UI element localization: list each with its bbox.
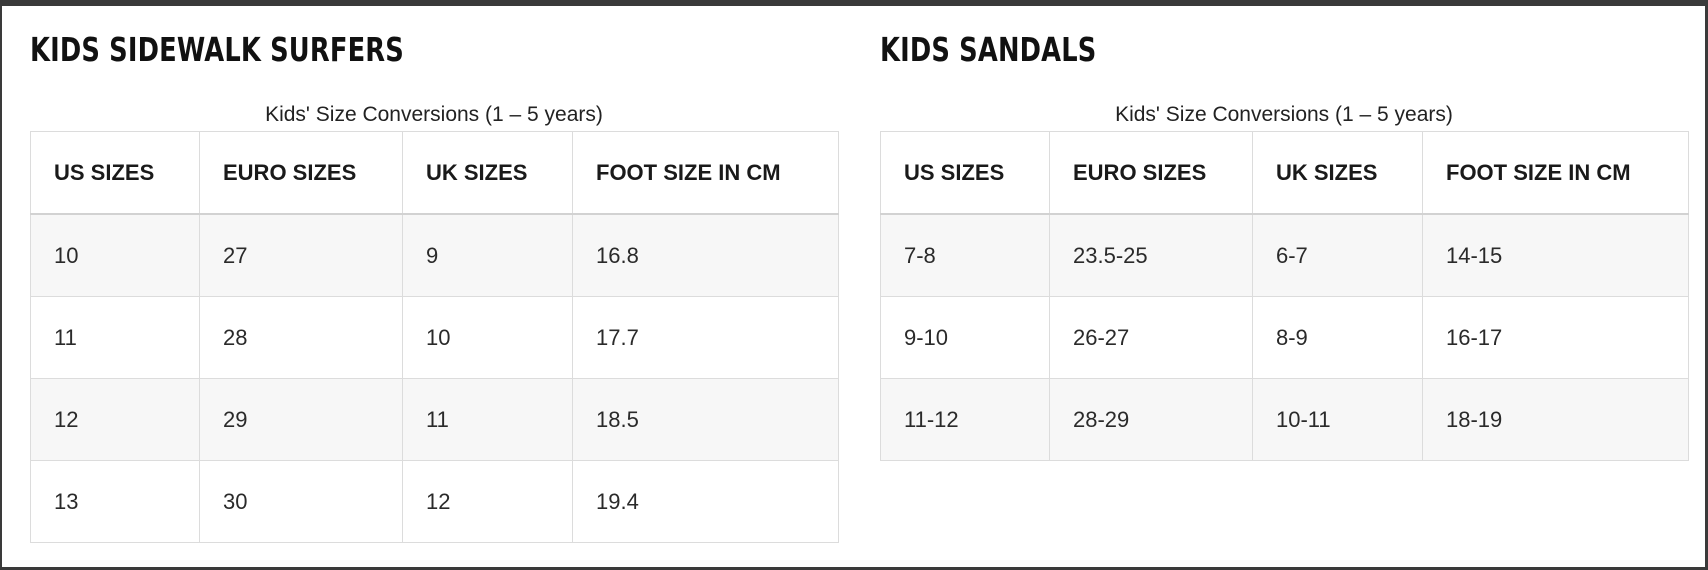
cell-us: 10	[30, 213, 200, 297]
table-row: 9-10 26-27 8-9 16-17	[880, 296, 1689, 379]
table-caption: Kids' Size Conversions (1 – 5 years)	[1115, 103, 1453, 126]
cell-uk: 9	[402, 213, 573, 297]
cell-foot-cm: 18.5	[572, 378, 839, 461]
table-row: 11-12 28-29 10-11 18-19	[880, 378, 1689, 461]
cell-foot-cm: 16-17	[1422, 296, 1689, 379]
cell-us: 11	[30, 296, 200, 379]
cell-foot-cm: 16.8	[572, 213, 839, 297]
cell-foot-cm: 19.4	[572, 460, 839, 543]
cell-foot-cm: 14-15	[1422, 213, 1689, 297]
cell-uk: 10-11	[1252, 378, 1423, 461]
table-row: 10 27 9 16.8	[30, 213, 839, 297]
column-header-foot-cm: FOOT SIZE IN CM	[572, 131, 839, 215]
cell-foot-cm: 18-19	[1422, 378, 1689, 461]
cell-us: 7-8	[880, 213, 1050, 297]
column-header-us: US SIZES	[30, 131, 200, 215]
cell-uk: 10	[402, 296, 573, 379]
cell-us: 13	[30, 460, 200, 543]
column-header-us: US SIZES	[880, 131, 1050, 215]
cell-euro: 28-29	[1049, 378, 1253, 461]
cell-us: 9-10	[880, 296, 1050, 379]
table-caption: Kids' Size Conversions (1 – 5 years)	[265, 103, 603, 126]
column-header-uk: UK SIZES	[1252, 131, 1423, 215]
table-row: 12 29 11 18.5	[30, 378, 839, 461]
column-header-uk: UK SIZES	[402, 131, 573, 215]
column-header-foot-cm: FOOT SIZE IN CM	[1422, 131, 1689, 215]
cell-uk: 8-9	[1252, 296, 1423, 379]
page-frame: KIDS SIDEWALK SURFERS Kids' Size Convers…	[2, 6, 1705, 567]
column-header-euro: EURO SIZES	[199, 131, 403, 215]
size-conversion-table: US SIZES EURO SIZES UK SIZES FOOT SIZE I…	[880, 131, 1689, 461]
cell-euro: 23.5-25	[1049, 213, 1253, 297]
column-header-euro: EURO SIZES	[1049, 131, 1253, 215]
cell-us: 11-12	[880, 378, 1050, 461]
size-conversion-table: US SIZES EURO SIZES UK SIZES FOOT SIZE I…	[30, 131, 839, 543]
cell-euro: 30	[199, 460, 403, 543]
cell-us: 12	[30, 378, 200, 461]
cell-euro: 29	[199, 378, 403, 461]
table-row: 7-8 23.5-25 6-7 14-15	[880, 213, 1689, 297]
cell-uk: 12	[402, 460, 573, 543]
cell-euro: 26-27	[1049, 296, 1253, 379]
table-row: 11 28 10 17.7	[30, 296, 839, 379]
cell-foot-cm: 17.7	[572, 296, 839, 379]
cell-uk: 6-7	[1252, 213, 1423, 297]
table-row: 13 30 12 19.4	[30, 460, 839, 543]
table-header-row: US SIZES EURO SIZES UK SIZES FOOT SIZE I…	[30, 131, 839, 215]
cell-uk: 11	[402, 378, 573, 461]
cell-euro: 28	[199, 296, 403, 379]
table-header-row: US SIZES EURO SIZES UK SIZES FOOT SIZE I…	[880, 131, 1689, 215]
section-title: KIDS SIDEWALK SURFERS	[30, 30, 404, 69]
section-title: KIDS SANDALS	[880, 30, 1097, 69]
cell-euro: 27	[199, 213, 403, 297]
